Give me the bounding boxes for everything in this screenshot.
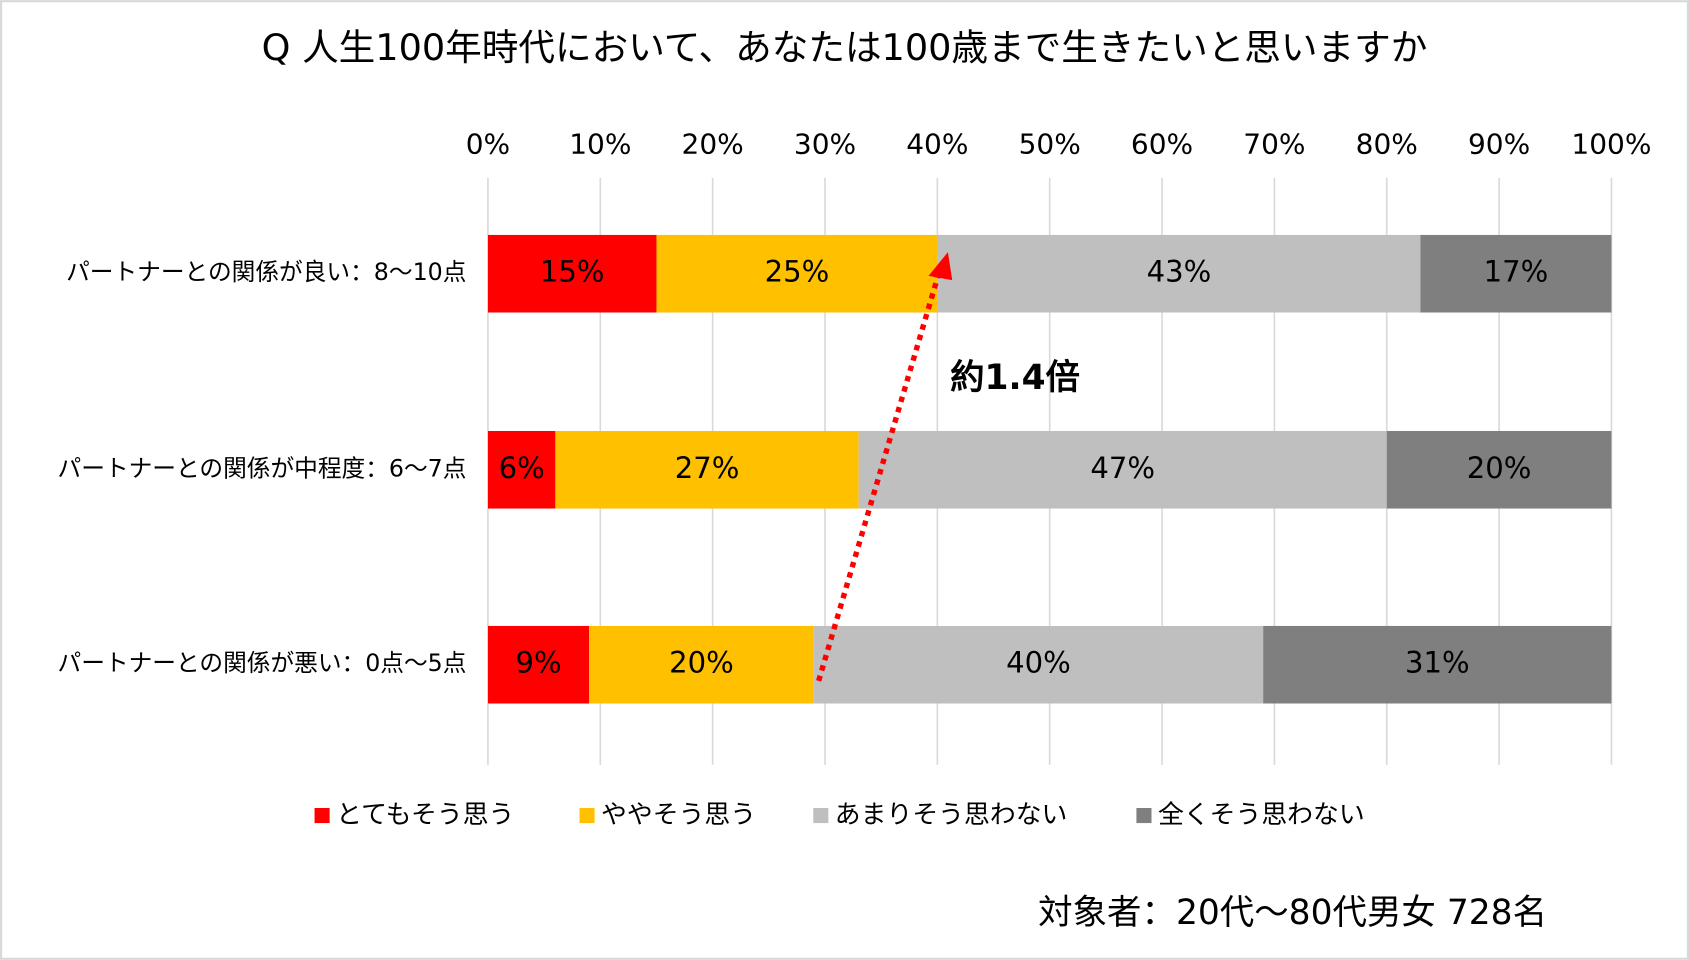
data-label: 31% — [1405, 646, 1470, 680]
x-tick-label: 40% — [906, 128, 968, 161]
x-tick-label: 0% — [466, 128, 510, 161]
legend-swatch — [813, 807, 829, 824]
bar-segment — [1263, 625, 1612, 704]
plot: 0% 10% 20% 30% 40% 50% 60% 70% 80% 90% 100% パートナーとの… — [58, 128, 1652, 830]
bar-segment — [1386, 430, 1612, 509]
annotation: 約1.4倍 — [950, 358, 1080, 398]
data-label: 9% — [515, 646, 561, 680]
x-tick-label: 20% — [682, 128, 744, 161]
legend-label: ややそう思う — [601, 800, 756, 830]
data-label: 6% — [499, 451, 545, 485]
bar-segment — [1420, 234, 1612, 313]
category-label: パートナーとの関係が良い：8～10点 — [66, 258, 466, 286]
data-label: 25% — [765, 255, 830, 289]
bar-segment — [937, 234, 1421, 313]
x-tick-label: 30% — [794, 128, 856, 161]
data-label: 20% — [1467, 451, 1532, 485]
x-tick-label: 100% — [1571, 128, 1651, 161]
legend-swatch — [579, 807, 595, 824]
data-label: 43% — [1147, 255, 1212, 289]
legend-label: 全くそう思わない — [1158, 800, 1365, 830]
data-label: 47% — [1090, 451, 1155, 485]
chart-title: Q 人生100年時代において、あなたは100歳まで生きたいと思いますか — [262, 26, 1428, 69]
legend-label: あまりそう思わない — [835, 800, 1068, 830]
footnote: 対象者：20代～80代男女 728名 — [1038, 893, 1547, 933]
category-label: パートナーとの関係が中程度：6～7点 — [58, 454, 467, 482]
data-label: 15% — [540, 255, 605, 289]
arrow-line — [816, 270, 942, 682]
arrow-head — [928, 252, 953, 281]
x-tick-label: 60% — [1131, 128, 1193, 161]
bar-segment — [487, 625, 590, 704]
bar-segment — [487, 430, 556, 509]
legend-swatch — [1136, 807, 1152, 824]
bar-segment — [858, 430, 1387, 509]
bar-segment — [555, 430, 859, 509]
x-tick-label: 50% — [1019, 128, 1081, 161]
x-tick-label: 10% — [569, 128, 631, 161]
bar-segment — [656, 234, 938, 313]
data-label: 20% — [669, 646, 734, 680]
bar-segment — [813, 625, 1264, 704]
bar-segment — [589, 625, 814, 704]
legend-label: とてもそう思う — [336, 800, 514, 830]
data-label: 40% — [1006, 646, 1071, 680]
data-label: 27% — [675, 451, 740, 485]
data-label: 17% — [1484, 255, 1549, 289]
x-tick-label: 90% — [1468, 128, 1530, 161]
legend-swatch — [314, 807, 330, 824]
x-tick-label: 70% — [1243, 128, 1305, 161]
x-tick-label: 80% — [1356, 128, 1418, 161]
category-label: パートナーとの関係が悪い：0点～5点 — [58, 649, 467, 677]
bar-segment — [487, 234, 657, 313]
